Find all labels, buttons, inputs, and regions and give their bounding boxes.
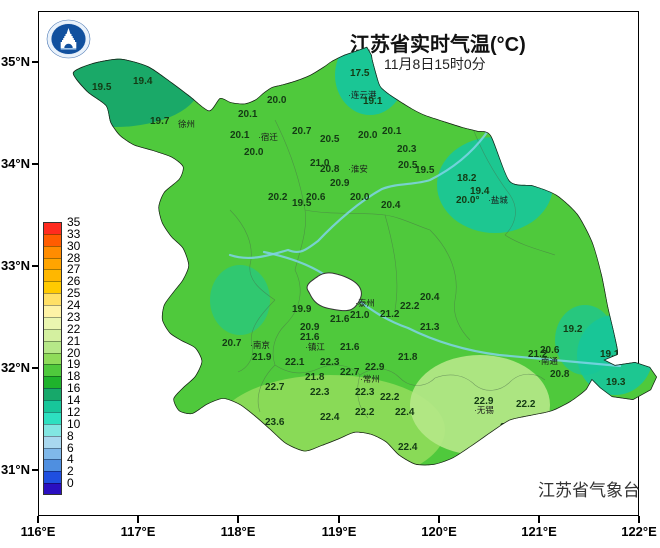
svg-text:20.7: 20.7 (222, 338, 242, 349)
svg-text:·镇江: ·镇江 (305, 342, 325, 352)
svg-text:22.2: 22.2 (516, 399, 536, 410)
svg-text:21.6: 21.6 (340, 342, 360, 353)
svg-text:17.5: 17.5 (350, 68, 370, 79)
svg-text:19.5: 19.5 (92, 82, 112, 93)
svg-text:22.9: 22.9 (365, 362, 385, 373)
svg-text:21.6: 21.6 (300, 332, 320, 343)
svg-text:21.3: 21.3 (420, 322, 440, 333)
svg-text:20.1: 20.1 (382, 126, 402, 137)
svg-text:23.2: 23.2 (543, 417, 563, 428)
svg-text:22.7: 22.7 (265, 382, 285, 393)
svg-text:22.2: 22.2 (380, 392, 400, 403)
svg-text:20.0: 20.0 (244, 147, 264, 158)
svg-text:20.9: 20.9 (330, 178, 350, 189)
svg-text:20.4: 20.4 (420, 292, 440, 303)
svg-text:20.5: 20.5 (398, 160, 418, 171)
svg-text:22.3: 22.3 (320, 357, 340, 368)
svg-text:22.4: 22.4 (398, 442, 418, 453)
svg-text:徐州: 徐州 (178, 119, 195, 129)
svg-text:20.8: 20.8 (554, 408, 574, 419)
svg-text:19.5: 19.5 (292, 198, 312, 209)
svg-text:21.9: 21.9 (252, 352, 272, 363)
svg-text:22.4: 22.4 (320, 412, 340, 423)
svg-text:20.1: 20.1 (238, 109, 258, 120)
svg-text:22.9: 22.9 (490, 442, 510, 453)
svg-text:20.6: 20.6 (540, 345, 560, 356)
svg-text:·泰州: ·泰州 (355, 298, 375, 308)
svg-text:19.4: 19.4 (133, 76, 153, 87)
svg-text:20.0: 20.0 (358, 130, 378, 141)
svg-text:20.0: 20.0 (350, 192, 370, 203)
svg-text:20.3: 20.3 (397, 144, 417, 155)
svg-text:18.2: 18.2 (457, 173, 477, 184)
svg-text:19.7: 19.7 (150, 116, 170, 127)
svg-text:19.5: 19.5 (415, 165, 435, 176)
svg-text:20.4: 20.4 (381, 200, 401, 211)
svg-text:20.2: 20.2 (268, 192, 288, 203)
svg-text:22.7: 22.7 (340, 367, 360, 378)
svg-text:21.8: 21.8 (305, 372, 325, 383)
svg-text:22.2: 22.2 (400, 301, 420, 312)
svg-text:·苏州: ·苏州 (505, 429, 525, 439)
svg-text:22.9: 22.9 (474, 396, 494, 407)
svg-text:·南京: ·南京 (250, 340, 270, 350)
svg-text:21.8: 21.8 (398, 352, 418, 363)
svg-text:22.4: 22.4 (395, 407, 415, 418)
svg-text:20.5: 20.5 (320, 134, 340, 145)
svg-text:20.7: 20.7 (292, 126, 312, 137)
svg-text:·宿迁: ·宿迁 (258, 132, 278, 142)
svg-text:19.1: 19.1 (363, 96, 383, 107)
svg-text:19.9: 19.9 (292, 304, 312, 315)
svg-text:22.3: 22.3 (355, 387, 375, 398)
svg-text:·盐城: ·盐城 (488, 195, 508, 205)
svg-text:19.4: 19.4 (470, 186, 490, 197)
svg-text:22.2: 22.2 (355, 407, 375, 418)
svg-text:22.1: 22.1 (285, 357, 305, 368)
svg-text:20.8: 20.8 (320, 164, 340, 175)
svg-text:21.6: 21.6 (330, 314, 350, 325)
svg-text:·淮安: ·淮安 (348, 164, 368, 174)
svg-text:21.2: 21.2 (380, 309, 400, 320)
svg-text:20.1: 20.1 (230, 130, 250, 141)
svg-text:21.0: 21.0 (350, 310, 370, 321)
svg-text:20.8: 20.8 (550, 369, 570, 380)
svg-text:23.6: 23.6 (265, 417, 285, 428)
svg-text:·常州: ·常州 (360, 374, 380, 384)
svg-text:22.3: 22.3 (310, 387, 330, 398)
svg-text:17.2: 17.2 (384, 82, 404, 93)
svg-text:19.3: 19.3 (606, 377, 626, 388)
svg-text:20.0: 20.0 (267, 95, 287, 106)
svg-text:19.2: 19.2 (563, 324, 583, 335)
